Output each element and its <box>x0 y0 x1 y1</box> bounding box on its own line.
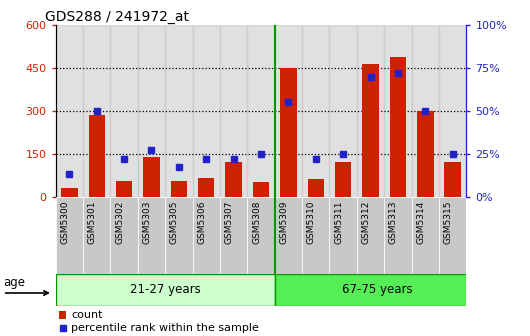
Text: GSM5303: GSM5303 <box>143 200 152 244</box>
Bar <box>116 181 132 197</box>
Text: GSM5307: GSM5307 <box>225 200 234 244</box>
Text: GSM5315: GSM5315 <box>444 200 453 244</box>
Bar <box>335 162 351 197</box>
Bar <box>59 310 66 319</box>
Text: 21-27 years: 21-27 years <box>130 283 200 296</box>
Bar <box>307 179 324 197</box>
Text: GSM5301: GSM5301 <box>88 200 96 244</box>
Bar <box>165 25 192 197</box>
Bar <box>248 25 275 197</box>
Text: GSM5300: GSM5300 <box>60 200 69 244</box>
Text: GSM5310: GSM5310 <box>307 200 316 244</box>
Text: percentile rank within the sample: percentile rank within the sample <box>71 323 259 333</box>
Bar <box>275 197 302 274</box>
Bar <box>138 197 165 274</box>
Text: GDS288 / 241972_at: GDS288 / 241972_at <box>45 10 189 24</box>
Bar <box>110 197 138 274</box>
Text: count: count <box>71 310 103 320</box>
Bar <box>56 25 83 197</box>
Text: GSM5311: GSM5311 <box>334 200 343 244</box>
Bar <box>302 25 330 197</box>
Text: GSM5302: GSM5302 <box>115 200 124 244</box>
Bar <box>138 25 165 197</box>
Bar <box>89 115 105 197</box>
Bar <box>280 68 297 197</box>
Bar <box>445 162 461 197</box>
Bar <box>363 64 379 197</box>
Bar <box>275 25 302 197</box>
Text: GSM5314: GSM5314 <box>417 200 426 244</box>
Bar <box>302 197 330 274</box>
Bar <box>110 25 138 197</box>
Bar <box>330 25 357 197</box>
Bar <box>248 197 275 274</box>
Text: GSM5308: GSM5308 <box>252 200 261 244</box>
Bar <box>220 197 248 274</box>
Bar <box>275 274 480 306</box>
Text: GSM5313: GSM5313 <box>389 200 398 244</box>
Text: age: age <box>3 276 25 289</box>
Bar <box>143 157 160 197</box>
Bar <box>56 197 83 274</box>
Bar <box>330 197 357 274</box>
Bar <box>192 25 220 197</box>
Bar <box>390 56 406 197</box>
Bar <box>357 197 384 274</box>
Text: GSM5305: GSM5305 <box>170 200 179 244</box>
Bar <box>165 197 192 274</box>
Bar <box>220 25 248 197</box>
Bar <box>83 197 110 274</box>
Bar <box>384 197 412 274</box>
Bar <box>412 197 439 274</box>
Bar <box>61 188 77 197</box>
Bar <box>417 111 434 197</box>
Bar <box>357 25 384 197</box>
Bar <box>83 25 110 197</box>
Text: GSM5312: GSM5312 <box>361 200 370 244</box>
Bar <box>439 197 466 274</box>
Bar <box>225 162 242 197</box>
Bar <box>171 181 187 197</box>
Text: GSM5306: GSM5306 <box>197 200 206 244</box>
Text: 67-75 years: 67-75 years <box>342 283 413 296</box>
Text: GSM5309: GSM5309 <box>279 200 288 244</box>
Bar <box>198 178 215 197</box>
Bar <box>384 25 412 197</box>
Bar <box>56 274 275 306</box>
Bar <box>412 25 439 197</box>
Bar <box>439 25 466 197</box>
Bar <box>253 182 269 197</box>
Bar <box>192 197 220 274</box>
